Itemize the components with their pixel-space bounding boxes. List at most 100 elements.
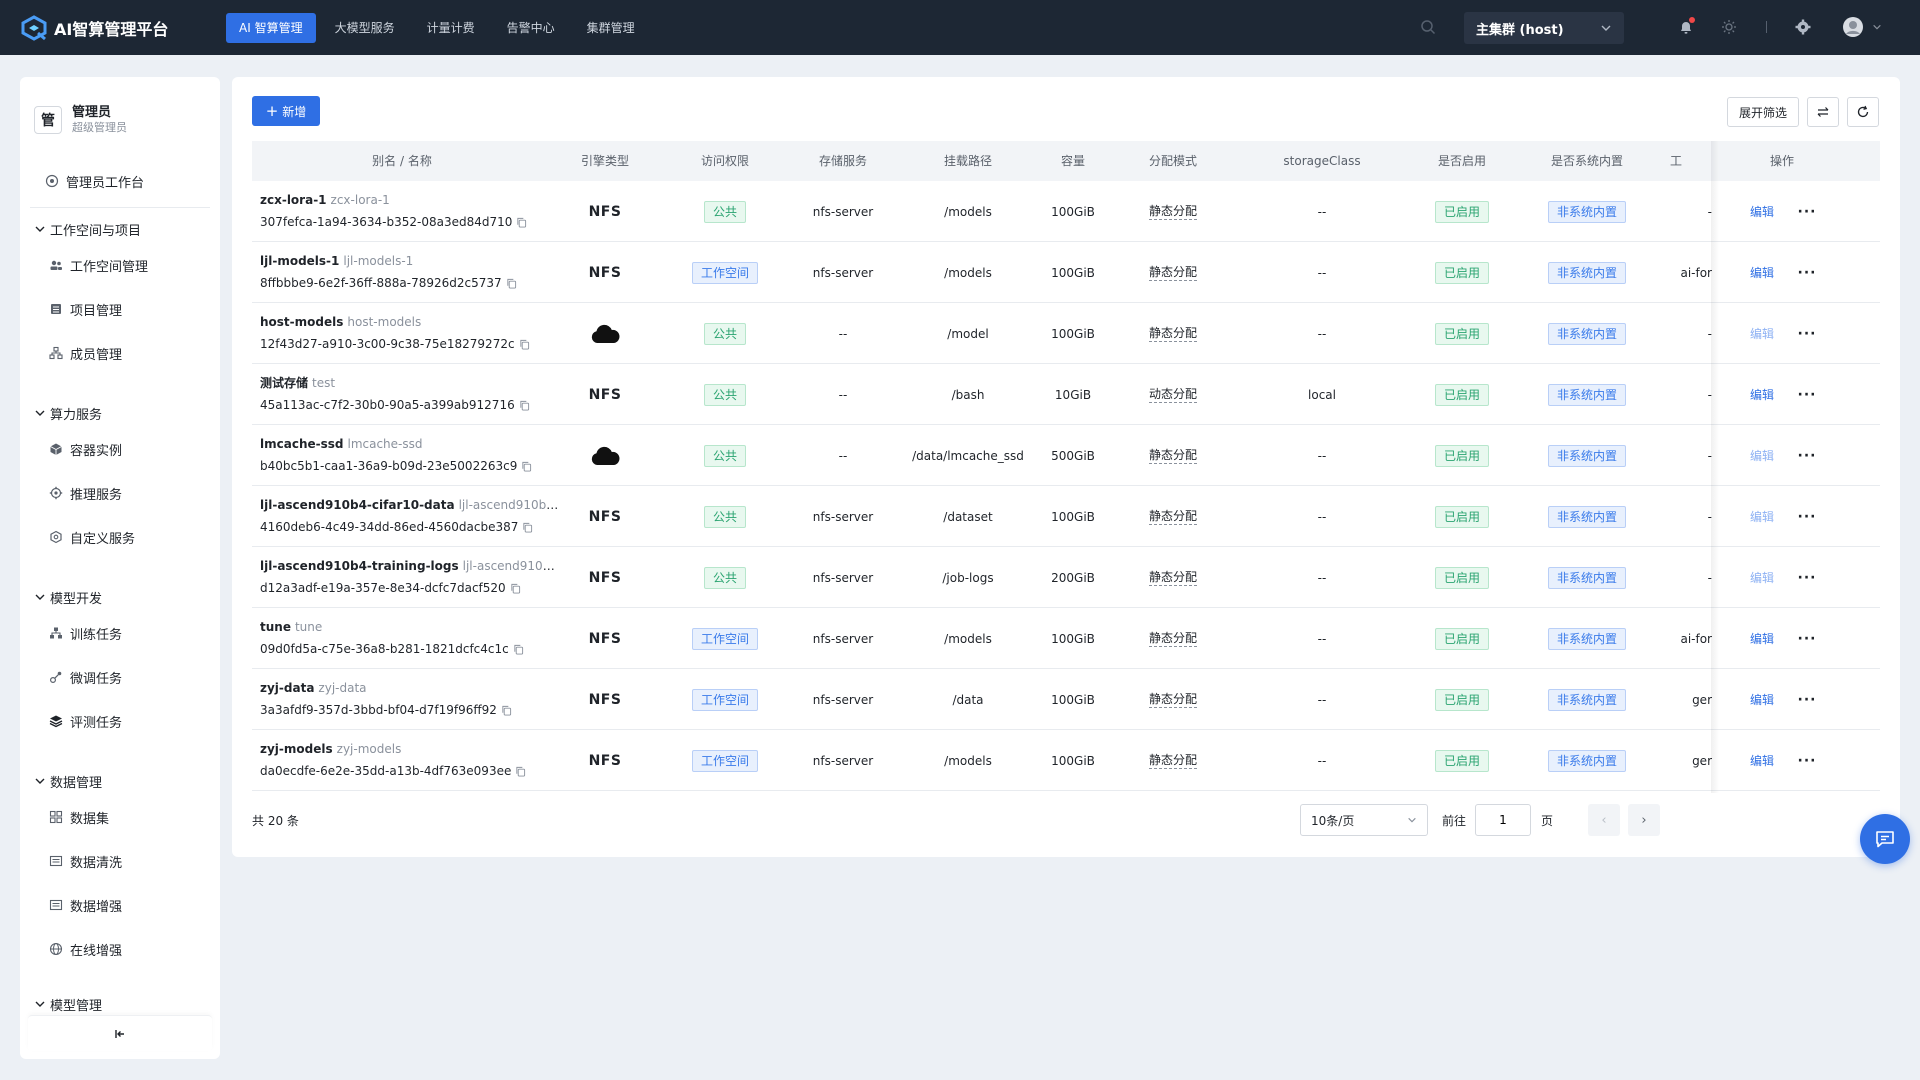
alloc-mode[interactable]: 静态分配 <box>1148 569 1197 586</box>
sidebar-item-workbench[interactable]: 管理员工作台 <box>20 163 220 199</box>
col-header-engine: 引擎类型 <box>580 154 629 168</box>
sidebar-item-project-mgmt[interactable]: 项目管理 <box>20 291 220 327</box>
user-menu[interactable] <box>1842 17 1882 37</box>
edit-button[interactable]: 编辑 <box>1749 388 1774 402</box>
theme-toggle[interactable] <box>1719 17 1739 37</box>
topnav-ai-compute[interactable]: AI 智算管理 <box>226 12 316 43</box>
edit-button[interactable]: 编辑 <box>1749 571 1774 585</box>
topnav-billing[interactable]: 计量计费 <box>426 20 475 35</box>
copy-icon[interactable] <box>506 278 517 289</box>
alloc-mode[interactable]: 静态分配 <box>1148 508 1197 525</box>
storage-alias[interactable]: zcx-lora-1 <box>260 193 327 207</box>
sidebar-item-evaluation[interactable]: 评测任务 <box>20 703 220 739</box>
alloc-mode[interactable]: 静态分配 <box>1148 447 1197 464</box>
storage-alias[interactable]: ljl-ascend910b4-cifar10-data <box>260 498 455 512</box>
more-actions-icon[interactable]: ··· <box>1797 691 1817 708</box>
sidebar-item-inference[interactable]: 推理服务 <box>20 475 220 511</box>
next-page-button[interactable]: › <box>1628 804 1660 836</box>
topnav-alerts[interactable]: 告警中心 <box>506 20 555 35</box>
more-actions-icon[interactable]: ··· <box>1797 630 1817 647</box>
sidebar-item-finetune[interactable]: 微调任务 <box>20 659 220 695</box>
sidebar-item-containers[interactable]: 容器实例 <box>20 431 220 467</box>
storage-class: -- <box>1317 753 1327 768</box>
sidebar-group-data[interactable]: 数据管理 <box>20 766 220 796</box>
topnav-llm-service[interactable]: 大模型服务 <box>334 20 395 35</box>
storage-alias[interactable]: tune <box>260 620 291 634</box>
more-actions-icon[interactable]: ··· <box>1797 508 1817 525</box>
copy-icon[interactable] <box>510 583 521 594</box>
avatar-icon <box>1843 17 1863 37</box>
brand[interactable]: AI智算管理平台 <box>20 14 206 42</box>
engine-type: NFS <box>588 203 622 220</box>
alloc-mode[interactable]: 静态分配 <box>1148 691 1197 708</box>
sidebar-item-member-mgmt[interactable]: 成员管理 <box>20 335 220 371</box>
refresh-button[interactable] <box>1847 97 1879 127</box>
copy-icon[interactable] <box>519 400 530 411</box>
storage-alias[interactable]: zyj-data <box>260 681 315 695</box>
copy-icon[interactable] <box>515 766 526 777</box>
alloc-mode[interactable]: 静态分配 <box>1148 752 1197 769</box>
page-size-select[interactable]: 10条/页 <box>1300 804 1428 836</box>
more-actions-icon[interactable]: ··· <box>1797 447 1817 464</box>
ops-edit-cell: 编辑 <box>1742 608 1782 669</box>
more-actions-icon[interactable]: ··· <box>1797 203 1817 220</box>
sidebar-item-workspace-mgmt[interactable]: 工作空间管理 <box>20 247 220 283</box>
storage-alias[interactable]: zyj-models <box>260 742 333 756</box>
alloc-mode[interactable]: 动态分配 <box>1148 386 1197 403</box>
copy-icon[interactable] <box>513 644 524 655</box>
alloc-mode[interactable]: 静态分配 <box>1148 264 1197 281</box>
column-settings-button[interactable] <box>1807 97 1839 127</box>
chat-assistant-button[interactable] <box>1860 814 1910 864</box>
sidebar-group-model-mgmt[interactable]: 模型管理 <box>20 994 220 1014</box>
edit-button[interactable]: 编辑 <box>1749 632 1774 646</box>
notification-button[interactable] <box>1676 17 1696 37</box>
goto-page-input[interactable] <box>1475 804 1531 836</box>
edit-button[interactable]: 编辑 <box>1749 266 1774 280</box>
capacity: 10GiB <box>1054 387 1092 402</box>
sidebar-group-compute[interactable]: 算力服务 <box>20 398 220 428</box>
copy-icon[interactable] <box>519 339 530 350</box>
storage-service: nfs-server <box>812 265 874 280</box>
alloc-mode[interactable]: 静态分配 <box>1148 203 1197 220</box>
sidebar-item-online-augment[interactable]: 在线增强 <box>20 931 220 967</box>
edit-button[interactable]: 编辑 <box>1749 449 1774 463</box>
storage-uid: d12a3adf-e19a-357e-8e34-dcfc7dacf520 <box>260 581 506 595</box>
edit-button[interactable]: 编辑 <box>1749 205 1774 219</box>
alloc-mode[interactable]: 静态分配 <box>1148 325 1197 342</box>
storage-alias[interactable]: 测试存储 <box>260 376 309 390</box>
sidebar-item-datasets[interactable]: 数据集 <box>20 799 220 835</box>
copy-icon[interactable] <box>516 217 527 228</box>
storage-alias[interactable]: lmcache-ssd <box>260 437 344 451</box>
more-actions-icon[interactable]: ··· <box>1797 752 1817 769</box>
more-actions-icon[interactable]: ··· <box>1797 264 1817 281</box>
copy-icon[interactable] <box>501 705 512 716</box>
cluster-select[interactable]: 主集群 (host) <box>1464 12 1624 44</box>
sidebar-item-data-augment[interactable]: 数据增强 <box>20 887 220 923</box>
expand-filter-button[interactable]: 展开筛选 <box>1727 97 1799 127</box>
storage-alias[interactable]: ljl-ascend910b4-training-logs <box>260 559 459 573</box>
storage-alias[interactable]: ljl-models-1 <box>260 254 340 268</box>
prev-page-button[interactable]: ‹ <box>1588 804 1620 836</box>
search-icon[interactable] <box>1420 19 1436 35</box>
builtin-badge: 非系统内置 <box>1547 627 1626 650</box>
more-actions-icon[interactable]: ··· <box>1797 569 1817 586</box>
alloc-mode[interactable]: 静态分配 <box>1148 630 1197 647</box>
edit-button[interactable]: 编辑 <box>1749 693 1774 707</box>
more-actions-icon[interactable]: ··· <box>1797 325 1817 342</box>
topnav-cluster-mgmt[interactable]: 集群管理 <box>586 20 635 35</box>
edit-button[interactable]: 编辑 <box>1749 510 1774 524</box>
copy-icon[interactable] <box>522 522 533 533</box>
sidebar-group-model-dev[interactable]: 模型开发 <box>20 582 220 612</box>
more-actions-icon[interactable]: ··· <box>1797 386 1817 403</box>
add-button[interactable]: + 新增 <box>252 96 320 126</box>
sidebar-item-custom-service[interactable]: 自定义服务 <box>20 519 220 555</box>
copy-icon[interactable] <box>521 461 532 472</box>
sidebar-group-workspace[interactable]: 工作空间与项目 <box>20 214 220 244</box>
settings-button[interactable] <box>1793 17 1813 37</box>
sidebar-item-training[interactable]: 训练任务 <box>20 615 220 651</box>
sidebar-item-data-cleaning[interactable]: 数据清洗 <box>20 843 220 879</box>
edit-button[interactable]: 编辑 <box>1749 327 1774 341</box>
edit-button[interactable]: 编辑 <box>1749 754 1774 768</box>
storage-alias[interactable]: host-models <box>260 315 344 329</box>
sidebar-collapse-button[interactable] <box>28 1015 212 1051</box>
